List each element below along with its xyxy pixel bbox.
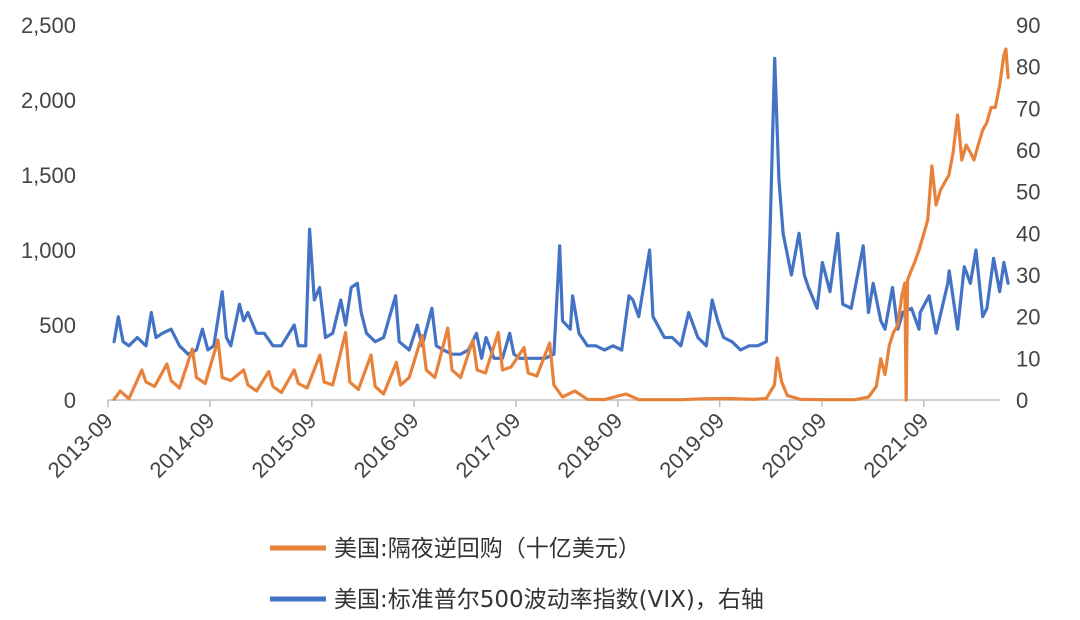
y-right-tick-label: 10 <box>1016 346 1040 371</box>
y-right-tick-label: 90 <box>1016 13 1040 38</box>
y-left-tick-label: 1,000 <box>21 238 76 263</box>
y-right-tick-label: 70 <box>1016 96 1040 121</box>
axes: 2013-09 2014-09 2015-09 2016-09 2017-09 2018-… <box>21 13 1041 483</box>
legend-item-vix: 美国:标准普尔500波动率指数(VIX)，右轴 <box>270 587 764 613</box>
x-tick-label: 2017-09 <box>451 408 526 483</box>
series-line-vix <box>112 56 1010 360</box>
x-tick-label: 2020-09 <box>757 408 832 483</box>
legend-item-rrp: 美国:隔夜逆回购（十亿美元） <box>270 536 641 562</box>
x-tick-label: 2018-09 <box>553 408 628 483</box>
y-left-tick-label: 2,000 <box>21 88 76 113</box>
y-right-tick-label: 30 <box>1016 263 1040 288</box>
x-tick-label: 2021-09 <box>859 408 934 483</box>
y-left-tick-label: 500 <box>39 313 76 338</box>
y-right-tick-label: 0 <box>1016 388 1028 413</box>
x-tick-label: 2014-09 <box>145 408 220 483</box>
series-layer <box>112 47 1010 402</box>
y-right-tick-label: 60 <box>1016 138 1040 163</box>
x-tick-label: 2016-09 <box>349 408 424 483</box>
legend-label-vix: 美国:标准普尔500波动率指数(VIX)，右轴 <box>334 587 764 613</box>
y-right-tick-label: 50 <box>1016 180 1040 205</box>
x-tick-label: 2013-09 <box>43 408 118 483</box>
x-tick-label: 2019-09 <box>654 408 729 483</box>
legend-label-rrp: 美国:隔夜逆回购（十亿美元） <box>334 536 641 562</box>
y-left-tick-label: 1,500 <box>21 163 76 188</box>
series-line-rrp <box>112 47 1010 402</box>
y-left-tick-label: 2,500 <box>21 13 76 38</box>
y-right-tick-label: 40 <box>1016 221 1040 246</box>
x-tick-label: 2015-09 <box>247 408 322 483</box>
y-right-tick-label: 80 <box>1016 55 1040 80</box>
legend: 美国:隔夜逆回购（十亿美元） 美国:标准普尔500波动率指数(VIX)，右轴 <box>270 536 764 613</box>
y-left-tick-label: 0 <box>64 388 76 413</box>
y-right-tick-label: 20 <box>1016 305 1040 330</box>
